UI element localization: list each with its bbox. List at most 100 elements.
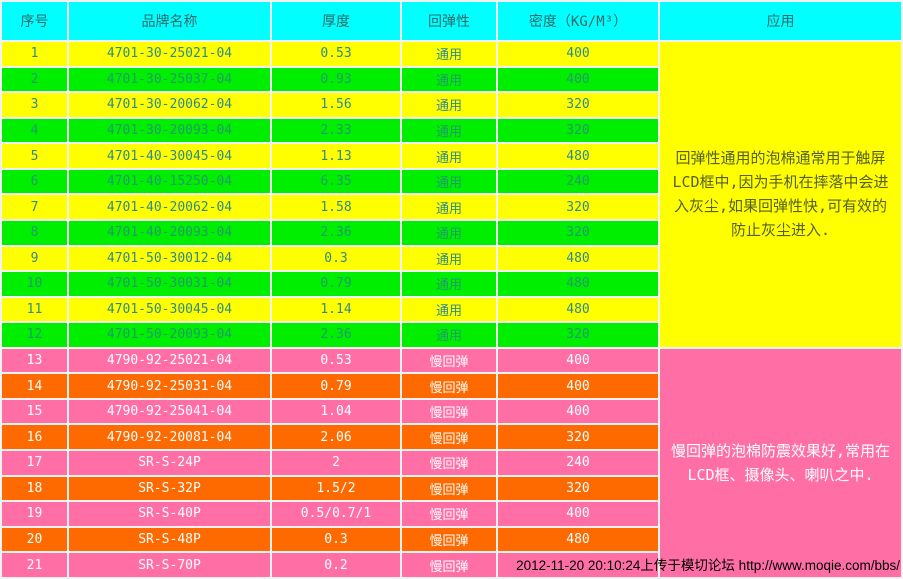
serial-number-cell: 9 bbox=[2, 246, 67, 271]
density-cell: 320 bbox=[498, 118, 658, 143]
brand-name-cell: 4701-30-20062-04 bbox=[69, 93, 270, 117]
density-cell: 480 bbox=[498, 246, 658, 271]
brand-name-cell: 4701-30-25021-04 bbox=[69, 42, 270, 66]
table-row: 4 4701-30-20093-04 2.33 通用 320 bbox=[2, 118, 901, 143]
density-cell: 400 bbox=[498, 502, 658, 526]
serial-number-cell: 2 bbox=[2, 67, 67, 92]
table-row: 20 SR-S-48P 0.3 慢回弹 480 bbox=[2, 527, 901, 552]
thickness-cell: 0.3 bbox=[272, 246, 400, 271]
table-row: 14 4790-92-25031-04 0.79 慢回弹 400 bbox=[2, 374, 901, 398]
resilience-cell: 通用 bbox=[402, 297, 496, 322]
table-row: 13 4790-92-25021-04 0.53 慢回弹 400 慢回弹的泡棉防… bbox=[2, 348, 901, 577]
header-serial-number: 序号 bbox=[2, 2, 67, 40]
thickness-cell: 2.33 bbox=[272, 118, 400, 143]
thickness-cell: 1.56 bbox=[272, 93, 400, 117]
density-cell: 480 bbox=[498, 527, 658, 552]
resilience-cell: 慢回弹 bbox=[402, 348, 496, 373]
resilience-cell: 通用 bbox=[402, 169, 496, 194]
density-cell bbox=[498, 553, 658, 577]
resilience-cell: 慢回弹 bbox=[402, 527, 496, 552]
table-row: 1 4701-30-25021-04 0.53 通用 400 回弹性通用的泡棉通… bbox=[2, 42, 901, 347]
serial-number-cell: 5 bbox=[2, 144, 67, 168]
density-cell: 400 bbox=[498, 42, 658, 66]
application-slow-rebound-cell: 慢回弹的泡棉防震效果好,常用在LCD框、摄像头、喇叭之中. bbox=[660, 348, 901, 577]
thickness-cell: 1.5/2 bbox=[272, 476, 400, 501]
serial-number-cell: 14 bbox=[2, 374, 67, 398]
density-cell: 320 bbox=[498, 476, 658, 501]
density-cell: 400 bbox=[498, 348, 658, 373]
serial-number-cell: 3 bbox=[2, 93, 67, 117]
thickness-cell: 6.35 bbox=[272, 169, 400, 194]
resilience-cell: 通用 bbox=[402, 195, 496, 219]
brand-name-cell: SR-S-24P bbox=[69, 451, 270, 475]
brand-name-cell: 4790-92-20081-04 bbox=[69, 425, 270, 449]
resilience-cell: 通用 bbox=[402, 272, 496, 296]
table-row: 19 SR-S-40P 0.5/0.7/1 慢回弹 400 bbox=[2, 502, 901, 526]
brand-name-cell: 4701-40-15250-04 bbox=[69, 169, 270, 194]
table-row: 6 4701-40-15250-04 6.35 通用 240 bbox=[2, 169, 901, 194]
density-cell: 240 bbox=[498, 169, 658, 194]
density-cell: 480 bbox=[498, 144, 658, 168]
density-cell: 240 bbox=[498, 451, 658, 475]
table-row: 16 4790-92-20081-04 2.06 慢回弹 320 bbox=[2, 425, 901, 449]
resilience-cell: 通用 bbox=[402, 118, 496, 143]
brand-name-cell: SR-S-40P bbox=[69, 502, 270, 526]
serial-number-cell: 20 bbox=[2, 527, 67, 552]
density-cell: 320 bbox=[498, 323, 658, 347]
density-cell: 400 bbox=[498, 67, 658, 92]
resilience-cell: 通用 bbox=[402, 246, 496, 271]
serial-number-cell: 12 bbox=[2, 323, 67, 347]
table-row: 10 4701-50-30031-04 0.79 通用 480 bbox=[2, 272, 901, 296]
table-row: 15 4790-92-25041-04 1.04 慢回弹 400 bbox=[2, 399, 901, 424]
resilience-cell: 慢回弹 bbox=[402, 502, 496, 526]
brand-name-cell: 4701-50-30031-04 bbox=[69, 272, 270, 296]
thickness-cell: 0.53 bbox=[272, 42, 400, 66]
serial-number-cell: 16 bbox=[2, 425, 67, 449]
serial-number-cell: 6 bbox=[2, 169, 67, 194]
table-row: 7 4701-40-20062-04 1.58 通用 320 bbox=[2, 195, 901, 219]
table-row: 9 4701-50-30012-04 0.3 通用 480 bbox=[2, 246, 901, 271]
brand-name-cell: 4701-50-20093-04 bbox=[69, 323, 270, 347]
thickness-cell: 2.06 bbox=[272, 425, 400, 449]
density-cell: 480 bbox=[498, 272, 658, 296]
header-brand-name: 品牌名称 bbox=[69, 2, 270, 40]
serial-number-cell: 13 bbox=[2, 348, 67, 373]
serial-number-cell: 11 bbox=[2, 297, 67, 322]
resilience-cell: 慢回弹 bbox=[402, 553, 496, 577]
header-density: 密度（KG/M³） bbox=[498, 2, 658, 40]
resilience-cell: 通用 bbox=[402, 220, 496, 245]
brand-name-cell: 4701-40-20093-04 bbox=[69, 220, 270, 245]
thickness-cell: 1.14 bbox=[272, 297, 400, 322]
thickness-cell: 0.3 bbox=[272, 527, 400, 552]
thickness-cell: 2.36 bbox=[272, 323, 400, 347]
density-cell: 400 bbox=[498, 374, 658, 398]
resilience-cell: 通用 bbox=[402, 67, 496, 92]
thickness-cell: 1.58 bbox=[272, 195, 400, 219]
serial-number-cell: 18 bbox=[2, 476, 67, 501]
brand-name-cell: 4701-50-30012-04 bbox=[69, 246, 270, 271]
table-row: 3 4701-30-20062-04 1.56 通用 320 bbox=[2, 93, 901, 117]
table-row: 17 SR-S-24P 2 慢回弹 240 bbox=[2, 451, 901, 475]
density-cell: 400 bbox=[498, 399, 658, 424]
thickness-cell: 1.13 bbox=[272, 144, 400, 168]
brand-name-cell: 4790-92-25031-04 bbox=[69, 374, 270, 398]
thickness-cell: 0.5/0.7/1 bbox=[272, 502, 400, 526]
density-cell: 320 bbox=[498, 195, 658, 219]
serial-number-cell: 7 bbox=[2, 195, 67, 219]
resilience-cell: 慢回弹 bbox=[402, 399, 496, 424]
serial-number-cell: 19 bbox=[2, 502, 67, 526]
brand-name-cell: 4701-30-25037-04 bbox=[69, 67, 270, 92]
resilience-cell: 通用 bbox=[402, 93, 496, 117]
header-thickness: 厚度 bbox=[272, 2, 400, 40]
thickness-cell: 0.93 bbox=[272, 67, 400, 92]
serial-number-cell: 15 bbox=[2, 399, 67, 424]
thickness-cell: 0.53 bbox=[272, 348, 400, 373]
serial-number-cell: 17 bbox=[2, 451, 67, 475]
resilience-cell: 通用 bbox=[402, 42, 496, 66]
table-row: 12 4701-50-20093-04 2.36 通用 320 bbox=[2, 323, 901, 347]
resilience-cell: 慢回弹 bbox=[402, 374, 496, 398]
serial-number-cell: 21 bbox=[2, 553, 67, 577]
brand-name-cell: 4790-92-25041-04 bbox=[69, 399, 270, 424]
application-general-cell: 回弹性通用的泡棉通常用于触屏LCD框中,因为手机在摔落中会进入灰尘,如果回弹性快… bbox=[660, 42, 901, 347]
